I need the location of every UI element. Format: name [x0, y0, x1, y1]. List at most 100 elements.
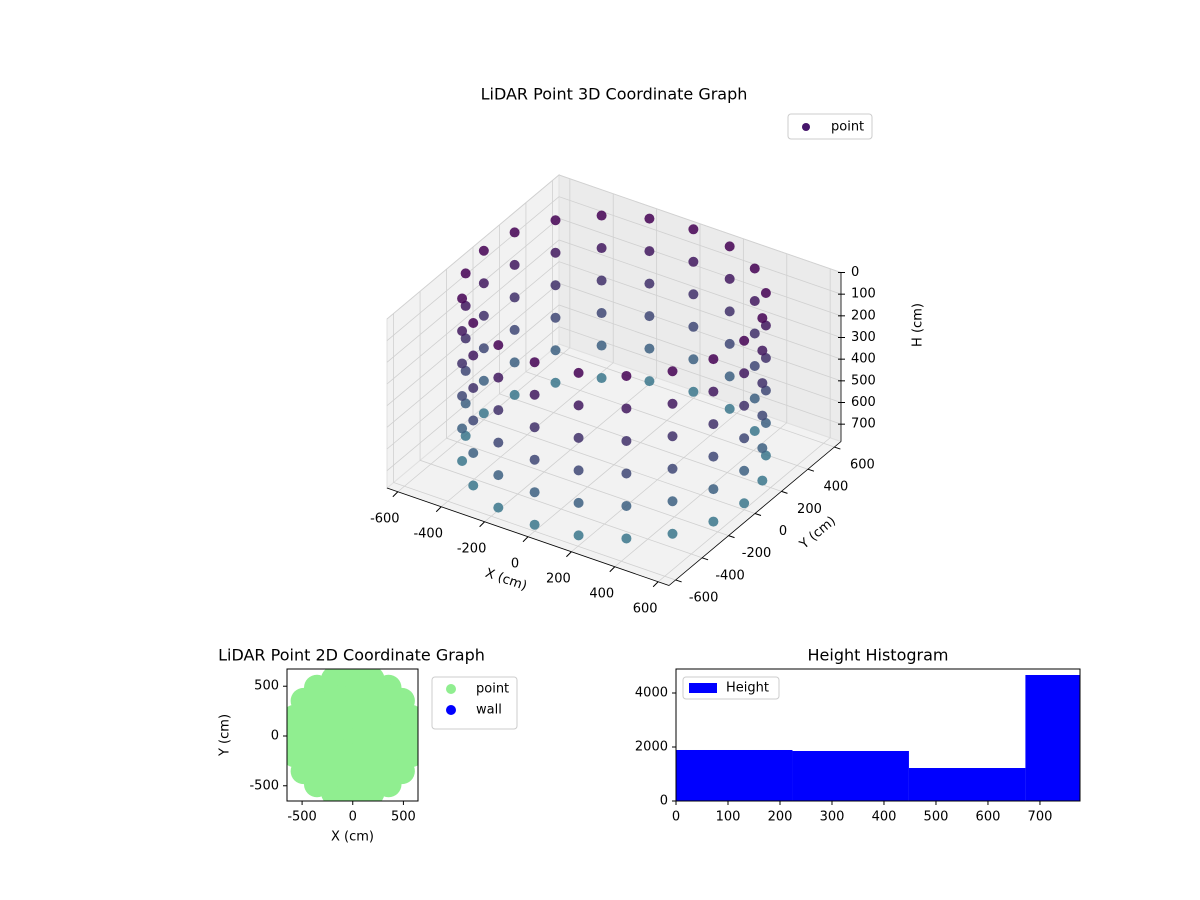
axis-line: [386, 487, 670, 586]
x-tick: [522, 536, 529, 543]
point: [457, 358, 468, 369]
z-tick-label: 400: [851, 352, 876, 367]
z-tick-label: 0: [851, 265, 859, 280]
y-tick-label: 4000: [635, 686, 668, 701]
point: [493, 470, 504, 481]
point: [644, 343, 655, 354]
grid-line: [525, 202, 809, 470]
point: [596, 340, 607, 351]
grid-line: [440, 193, 614, 508]
point: [460, 300, 471, 311]
x-tick-label: 200: [546, 571, 571, 586]
y-tick-label: 400: [824, 480, 849, 495]
point: [460, 333, 471, 344]
point: [667, 366, 678, 377]
x-tick: [609, 566, 616, 573]
point: [550, 377, 561, 388]
grid-line: [446, 269, 729, 537]
point: [621, 533, 632, 544]
z-tick-label: 100: [851, 287, 876, 302]
point: [644, 376, 655, 387]
point: [460, 430, 471, 441]
legend-marker: [446, 705, 456, 715]
x-tick-label: 700: [1028, 810, 1053, 825]
y-tick: [754, 513, 762, 516]
point: [760, 418, 771, 429]
point: [667, 496, 678, 507]
x-tick-label: 600: [976, 810, 1001, 825]
point: [573, 530, 584, 541]
point: [760, 385, 771, 396]
point: [468, 447, 479, 458]
point: [644, 246, 655, 257]
x-tick-label: -200: [457, 541, 487, 556]
y-tick-label: 0: [779, 524, 787, 539]
point: [708, 354, 719, 365]
point: [550, 280, 561, 291]
point: [460, 268, 471, 279]
point: [493, 502, 504, 513]
legend-patch: [689, 683, 717, 693]
point: [573, 465, 584, 476]
point: [739, 335, 750, 346]
y-tick-label: 600: [850, 458, 875, 473]
point: [724, 403, 735, 414]
point: [757, 378, 768, 389]
point: [724, 241, 735, 252]
point: [739, 498, 750, 509]
point: [478, 408, 489, 419]
chart-title: Height Histogram: [808, 646, 949, 665]
grid-line: [386, 261, 842, 406]
bar: [908, 768, 1026, 801]
point: [468, 480, 479, 491]
point: [621, 468, 632, 479]
point: [493, 437, 504, 448]
z-tick-label: 700: [851, 417, 876, 432]
x-tick-label: 500: [391, 810, 416, 825]
axis-line: [668, 441, 842, 586]
point: [757, 410, 768, 421]
z-tick-label: 200: [851, 308, 876, 323]
point: [529, 519, 540, 530]
point: [550, 345, 561, 356]
point: [493, 405, 504, 416]
point: [478, 310, 489, 321]
z-tick-label: 500: [851, 373, 876, 388]
point: [644, 311, 655, 322]
x-tick-label: 0: [349, 810, 357, 825]
point: [468, 350, 479, 361]
point: [596, 308, 607, 319]
point: [757, 443, 768, 454]
point: [509, 259, 520, 270]
point: [457, 455, 468, 466]
legend-marker: [802, 123, 810, 131]
point: [573, 497, 584, 508]
x-tick-label: 200: [768, 810, 793, 825]
x-tick-label: 0: [511, 556, 519, 571]
x-tick-label: 600: [633, 601, 658, 616]
point: [460, 365, 471, 376]
z-tick-label: 300: [851, 330, 876, 345]
point: [688, 321, 699, 332]
grid-line: [397, 178, 571, 493]
point: [573, 400, 584, 411]
point: [724, 306, 735, 317]
grid-line: [527, 223, 701, 538]
grid-line: [419, 291, 703, 559]
point: [509, 357, 520, 368]
point: [739, 400, 750, 411]
point: [457, 325, 468, 336]
point: [550, 247, 561, 258]
bar: [792, 750, 909, 801]
point: [596, 210, 607, 221]
point: [509, 389, 520, 400]
point: [621, 435, 632, 446]
y-tick-label: -400: [715, 568, 745, 583]
point: [493, 340, 504, 351]
x-tick-label: 400: [872, 810, 897, 825]
y-tick: [701, 557, 709, 561]
y-tick-label: 500: [254, 679, 279, 694]
x-tick: [566, 551, 572, 558]
point: [478, 278, 489, 289]
point: [493, 372, 504, 383]
